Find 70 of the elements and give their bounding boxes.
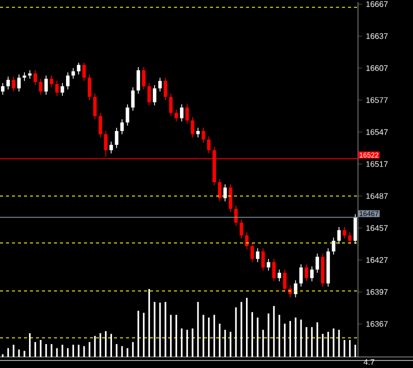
candlestick bbox=[342, 226, 346, 240]
candlestick bbox=[142, 66, 146, 90]
candlestick bbox=[228, 184, 232, 212]
candlestick bbox=[207, 136, 211, 154]
candlestick bbox=[169, 93, 173, 116]
candlestick bbox=[310, 266, 314, 282]
y-tick-label: 16427 bbox=[366, 257, 388, 263]
candlestick bbox=[158, 77, 162, 92]
candlestick bbox=[283, 269, 287, 292]
candlestick bbox=[98, 112, 102, 138]
y-tick-label: 16397 bbox=[366, 289, 388, 295]
y-tick-label: 16367 bbox=[366, 321, 388, 327]
candlestick bbox=[50, 75, 54, 88]
candlestick bbox=[180, 104, 184, 122]
candlestick bbox=[120, 118, 124, 135]
candlestick bbox=[223, 184, 227, 202]
candlestick bbox=[218, 178, 222, 202]
candlestick bbox=[196, 127, 200, 138]
candlestick bbox=[22, 72, 26, 82]
candlestick bbox=[185, 104, 189, 124]
candlestick bbox=[337, 226, 341, 244]
candlestick bbox=[294, 280, 298, 298]
candlestick bbox=[60, 82, 64, 96]
candlestick bbox=[34, 70, 37, 86]
candlestick bbox=[348, 232, 352, 244]
candlestick bbox=[147, 82, 151, 106]
candlestick bbox=[190, 116, 194, 138]
candlestick bbox=[17, 74, 21, 92]
candlestick bbox=[131, 86, 135, 112]
candlestick bbox=[76, 62, 80, 75]
candlestick bbox=[44, 75, 48, 96]
y-tick-label: 16487 bbox=[366, 193, 388, 199]
candlestick bbox=[38, 78, 42, 96]
candlestick bbox=[126, 104, 130, 126]
candlestick bbox=[202, 127, 206, 144]
candlestick bbox=[164, 77, 168, 100]
candlestick bbox=[299, 264, 303, 288]
candlestick bbox=[71, 68, 75, 80]
candlestick bbox=[316, 253, 320, 274]
candlestick bbox=[114, 127, 118, 148]
candlestick bbox=[55, 80, 59, 96]
candlestick bbox=[245, 232, 249, 250]
candlestick bbox=[6, 76, 10, 90]
candlestick bbox=[278, 269, 282, 282]
candlestick bbox=[256, 248, 260, 263]
candlestick bbox=[250, 242, 254, 263]
y-tick-label: 16667 bbox=[366, 1, 388, 7]
candlestick bbox=[0, 82, 4, 96]
y-tick-label: 16547 bbox=[366, 129, 388, 135]
candlestick bbox=[66, 72, 70, 90]
candlestick bbox=[332, 237, 336, 256]
candlestick bbox=[174, 109, 178, 122]
y-tick-label: 16457 bbox=[366, 225, 388, 231]
candlestick bbox=[304, 264, 308, 282]
candlestick bbox=[234, 205, 238, 226]
candlestick bbox=[104, 130, 108, 157]
y-tick-label: 16517 bbox=[366, 161, 388, 167]
y-tick-label: 16607 bbox=[366, 65, 388, 71]
candlestick bbox=[272, 258, 276, 282]
text: 4.7 bbox=[364, 359, 374, 365]
candlestick bbox=[109, 141, 113, 154]
y-tick-label: 16577 bbox=[366, 97, 388, 103]
candlestick bbox=[12, 76, 16, 92]
candlestick bbox=[136, 66, 140, 94]
candlestick bbox=[261, 248, 265, 272]
candlestick bbox=[82, 62, 86, 82]
candlestick bbox=[93, 93, 97, 120]
candlestick bbox=[240, 219, 244, 240]
candlestick bbox=[152, 84, 156, 106]
y-tick-label: 16637 bbox=[366, 33, 388, 39]
